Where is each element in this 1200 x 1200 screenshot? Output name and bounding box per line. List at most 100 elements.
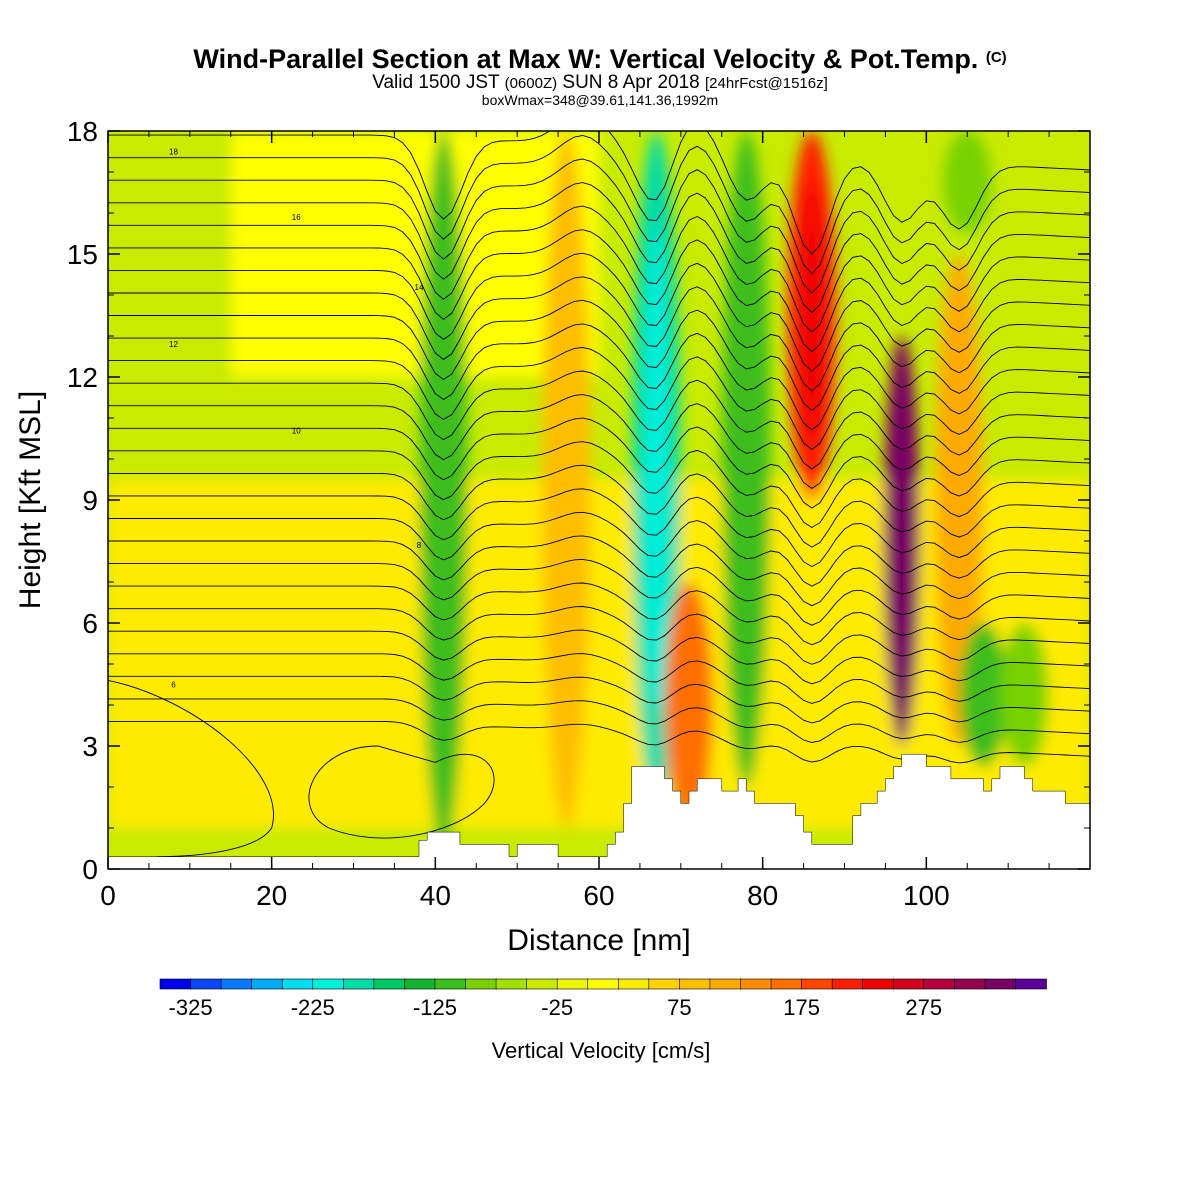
y-tick-label: 3 (82, 731, 98, 762)
colorbar-swatch (465, 978, 497, 990)
x-axis: 0 20 40 60 80 100 (100, 131, 1091, 911)
theta-contour-label-text: 12 (169, 340, 178, 349)
theta-contour-line (108, 698, 1090, 743)
theta-contour-line (108, 252, 1090, 372)
velocity-cell-5 (722, 131, 771, 787)
theta-contour-label-text: 16 (292, 213, 301, 222)
colorbar-swatch (1015, 978, 1047, 990)
colorbar-swatch (954, 978, 986, 990)
colorbar-tick-label: 175 (783, 995, 820, 1020)
colorbar-swatch (190, 978, 222, 990)
theta-contour-line (108, 606, 1090, 665)
theta-contour-line (108, 370, 1090, 470)
theta-contour-label: 16 (292, 213, 301, 222)
plot-area: 18 16 14 12 10 8 6 (108, 131, 1090, 869)
colorbar-swatch (709, 978, 742, 990)
colorbar-swatch (556, 978, 589, 990)
colorbar-label: Vertical Velocity [cm/s] (492, 1038, 711, 1063)
theta-contour-line (108, 323, 1090, 431)
x-tick-label: 40 (420, 880, 451, 911)
colorbar-swatch (251, 978, 284, 990)
colorbar-swatch (373, 978, 406, 990)
colorbar-swatch (740, 978, 772, 990)
colorbar-swatch (648, 978, 681, 990)
colorbar-swatch (434, 978, 467, 990)
y-axis-label: Height [Kft MSL] (14, 391, 47, 609)
y-tick-label: 15 (67, 239, 98, 270)
theta-contour-line (108, 347, 1090, 450)
chart-title: Wind-Parallel Section at Max W: Vertical… (0, 44, 1200, 75)
theta-contours: 18 16 14 12 10 8 6 (108, 131, 1090, 858)
colorbar-swatch (617, 978, 650, 990)
theta-contour-line (108, 535, 1090, 607)
theta-contour-label-text: 18 (169, 148, 178, 157)
x-axis-label: Distance [nm] (507, 924, 690, 957)
colorbar-swatch (862, 978, 895, 990)
terrain-profile (108, 753, 1090, 869)
y-tick-label: 18 (67, 116, 98, 147)
theta-contour-line (108, 394, 1090, 489)
theta-contour-label: 18 (169, 148, 178, 157)
colorbar-tick-label: -25 (541, 995, 573, 1020)
theta-contour-line (108, 276, 1090, 392)
colorbar-tick-label: 275 (905, 995, 942, 1020)
velocity-cell-4 (665, 582, 714, 828)
colorbar-swatch (679, 978, 711, 990)
y-tick-label: 12 (67, 362, 98, 393)
theta-contour-label-text: 14 (415, 283, 424, 292)
theta-contour-line (108, 299, 1090, 411)
y-axis: 0 3 6 9 12 15 18 (67, 116, 1090, 885)
y-tick-label: 9 (82, 485, 98, 516)
theta-contour-line (108, 558, 1090, 626)
chart-subtitle: Valid 1500 JST (0600Z) SUN 8 Apr 2018 [2… (0, 72, 1200, 94)
colorbar-swatch (831, 978, 864, 990)
theta-contour-line (108, 629, 1090, 685)
colorbar-tick-label: -125 (413, 995, 457, 1020)
theta-contour-label: 8 (417, 541, 422, 550)
colorbar-swatch (404, 978, 436, 990)
theta-contour-line (108, 135, 1090, 275)
colorbar-swatch (220, 978, 253, 990)
theta-contour-line (108, 488, 1090, 568)
theta-contour-line (108, 582, 1090, 646)
theta-contour-line (108, 653, 1090, 704)
x-tick-label: 20 (256, 880, 287, 911)
theta-contour-line (108, 441, 1090, 529)
valid-prefix: Valid 1500 JST (372, 72, 500, 93)
velocity-cell-9 (959, 623, 1008, 767)
colorbar-swatch (526, 978, 558, 990)
colorbar: -325 -225 -125 -25 75 175 275 (159, 978, 1047, 1020)
colorbar-swatch (495, 978, 528, 990)
theta-contour-line (108, 158, 1090, 294)
theta-contour-low (108, 679, 274, 858)
theta-contour-line (108, 205, 1090, 333)
colorbar-swatch (770, 978, 803, 990)
forecast-label: [24hrFcst@1516z] (705, 75, 828, 92)
x-tick-label: 0 (100, 880, 116, 911)
theta-contour-label: 14 (415, 283, 424, 292)
velocity-cell-10 (1000, 623, 1049, 767)
theta-contour-closed (308, 745, 495, 839)
x-tick-label: 100 (903, 880, 950, 911)
velocity-core-3 (644, 227, 669, 711)
theta-contour-line (108, 464, 1090, 548)
colorbar-swatch (801, 978, 833, 990)
velocity-cell-11 (943, 131, 992, 234)
colorbar-swatch (587, 978, 620, 990)
colorbar-swatch (312, 978, 345, 990)
theta-contour-line (108, 229, 1090, 353)
x-tick-label: 60 (583, 880, 614, 911)
theta-contour-label: 6 (171, 681, 176, 690)
colorbar-swatch (343, 978, 375, 990)
y-tick-label: 6 (82, 608, 98, 639)
chart-title-text: Wind-Parallel Section at Max W: Vertical… (193, 44, 979, 74)
y-tick-label: 0 (82, 854, 98, 885)
colorbar-swatch (281, 978, 314, 990)
theta-contour-label-text: 10 (292, 426, 301, 435)
boxwmax-line: boxWmax=348@39.61,141.36,1992m (481, 92, 719, 108)
colorbar-tick-label: -225 (291, 995, 335, 1020)
theta-contour-label-text: 8 (417, 541, 422, 550)
colorbar-swatch (923, 978, 956, 990)
valid-utc: (0600Z) (504, 75, 558, 92)
